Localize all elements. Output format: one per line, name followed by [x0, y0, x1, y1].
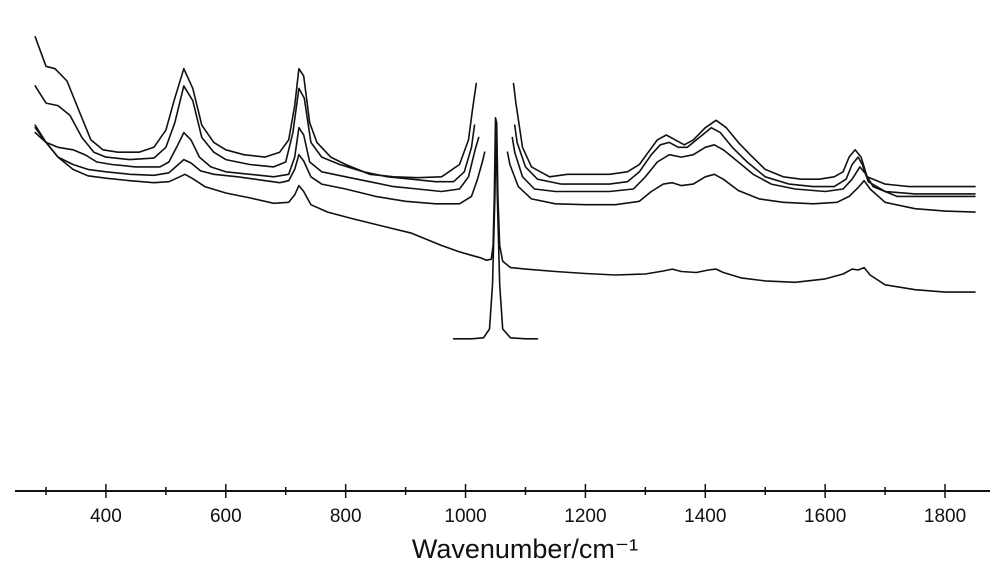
spectrum-trace-3 — [34, 85, 476, 183]
spectrum-trace-6 — [511, 136, 976, 198]
plot-area — [34, 36, 976, 340]
spectrum-trace-5 — [34, 126, 480, 193]
x-tick-label: 800 — [330, 506, 362, 527]
spectrum-trace-10 — [452, 124, 539, 340]
x-tick-label: 400 — [90, 506, 122, 527]
x-tick-label: 1800 — [924, 506, 966, 527]
spectrum-trace-7 — [34, 124, 486, 205]
spectrum-trace-2 — [512, 82, 976, 188]
x-tick-label: 1400 — [684, 506, 726, 527]
x-tick-label: 1200 — [564, 506, 606, 527]
x-tick-label: 600 — [210, 506, 242, 527]
spectrum-trace-4 — [513, 124, 976, 195]
x-tick-label: 1600 — [804, 506, 846, 527]
spectrum-trace-1 — [34, 36, 478, 179]
spectrum-trace-8 — [506, 151, 976, 213]
spectrum-trace-9 — [34, 117, 976, 293]
x-axis-ticks: 400 600 800 1000 1200 1400 1600 1800 — [45, 484, 966, 527]
x-axis-title: Wavenumber/cm⁻¹ — [412, 534, 638, 564]
x-tick-label: 1000 — [444, 506, 486, 527]
